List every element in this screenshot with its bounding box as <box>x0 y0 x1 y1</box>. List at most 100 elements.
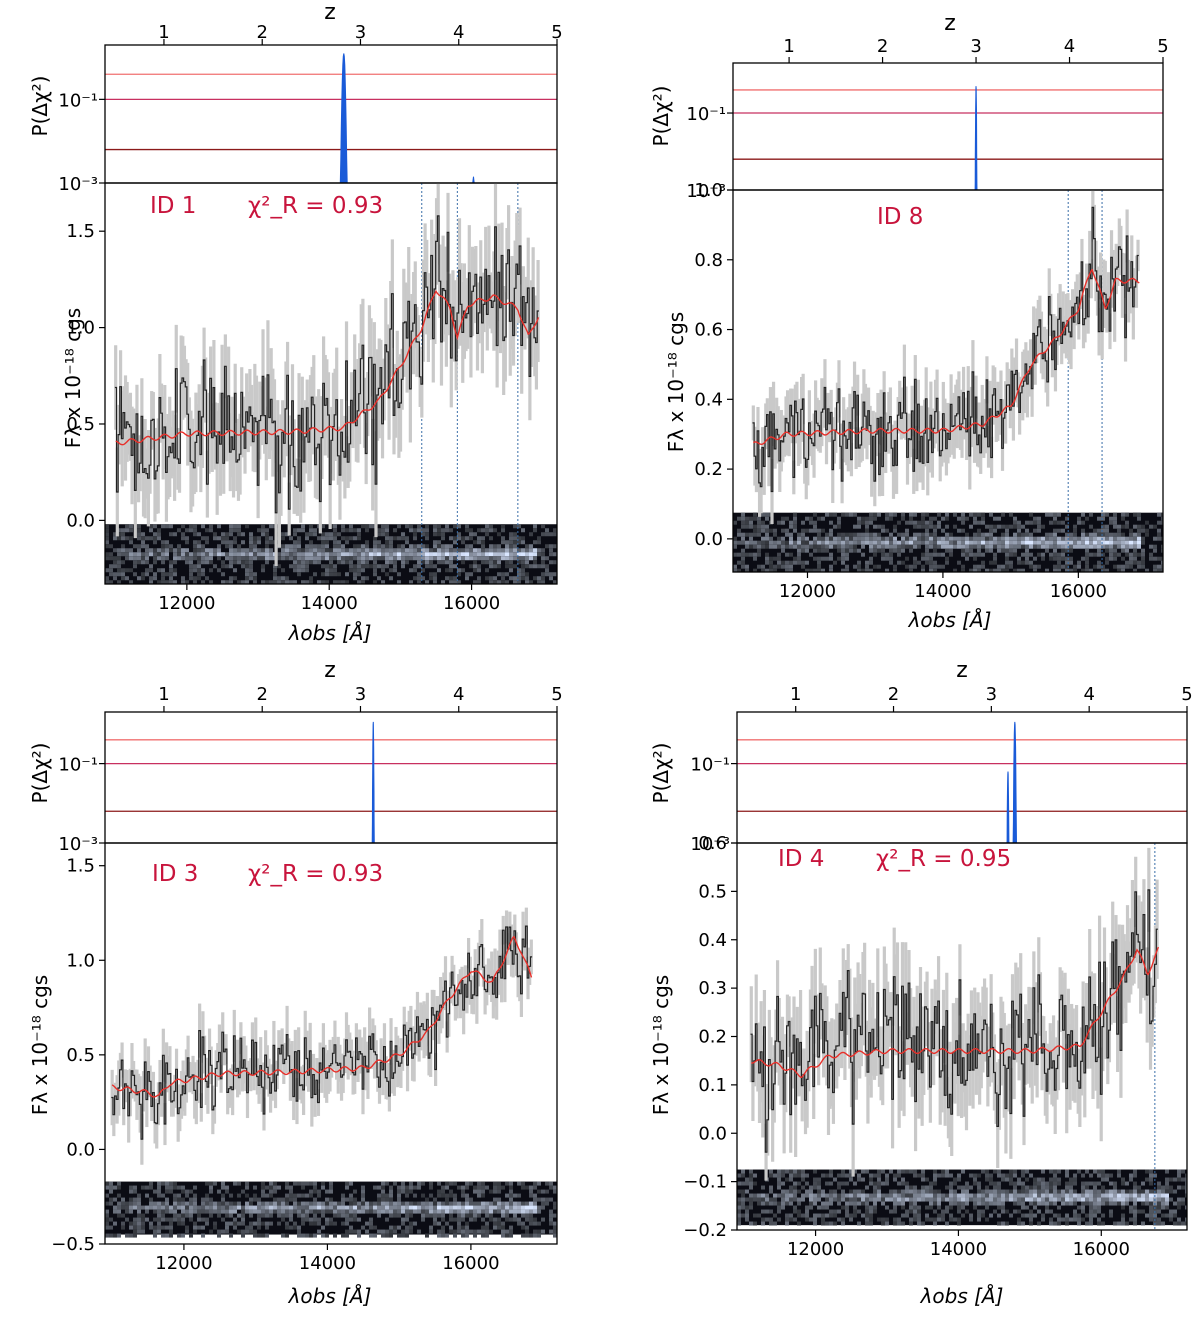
image-pixel <box>885 1218 889 1222</box>
image-pixel <box>149 564 153 568</box>
image-pixel <box>1041 1194 1045 1198</box>
p-axis-label: P(Δχ²) <box>28 743 52 804</box>
image-pixel <box>933 545 937 549</box>
image-pixel <box>545 568 549 572</box>
image-pixel <box>1181 1186 1185 1190</box>
image-pixel <box>317 1218 321 1222</box>
image-pixel <box>781 545 785 549</box>
image-pixel <box>549 576 553 580</box>
image-pixel <box>345 552 349 556</box>
image-pixel <box>905 541 909 545</box>
image-pixel <box>893 1194 897 1198</box>
image-pixel <box>417 1210 421 1214</box>
image-pixel <box>177 1202 181 1206</box>
image-pixel <box>1077 1198 1081 1202</box>
image-pixel <box>509 1186 513 1190</box>
image-pixel <box>817 561 821 565</box>
image-pixel <box>965 517 969 521</box>
image-pixel <box>1049 1194 1053 1198</box>
image-pixel <box>1097 1170 1101 1174</box>
image-pixel <box>465 1182 469 1186</box>
image-pixel <box>473 1202 477 1206</box>
image-pixel <box>817 517 821 521</box>
image-pixel <box>441 528 445 532</box>
image-pixel <box>861 537 865 541</box>
image-pixel <box>997 545 1001 549</box>
image-pixel <box>793 1218 797 1222</box>
image-pixel <box>261 556 265 560</box>
image-pixel <box>945 1194 949 1198</box>
image-pixel <box>297 1214 301 1218</box>
image-pixel <box>497 564 501 568</box>
image-pixel <box>301 548 305 552</box>
image-pixel <box>133 1226 137 1230</box>
image-pixel <box>421 1210 425 1214</box>
image-pixel <box>793 1194 797 1198</box>
image-pixel <box>921 1198 925 1202</box>
image-pixel <box>901 1202 905 1206</box>
image-pixel <box>217 1210 221 1214</box>
image-pixel <box>977 513 981 517</box>
image-pixel <box>441 536 445 540</box>
image-pixel <box>413 532 417 536</box>
image-pixel <box>137 1202 141 1206</box>
image-pixel <box>385 552 389 556</box>
image-pixel <box>1133 557 1137 561</box>
image-pixel <box>289 1190 293 1194</box>
image-pixel <box>509 1226 513 1230</box>
image-pixel <box>1113 521 1117 525</box>
image-pixel <box>1029 1214 1033 1218</box>
image-pixel <box>461 1186 465 1190</box>
image-pixel <box>1125 541 1129 545</box>
image-pixel <box>197 540 201 544</box>
image-pixel <box>961 521 965 525</box>
image-pixel <box>917 533 921 537</box>
image-pixel <box>845 1182 849 1186</box>
image-pixel <box>137 556 141 560</box>
image-pixel <box>201 1210 205 1214</box>
image-pixel <box>189 1210 193 1214</box>
x-tick-label: 16000 <box>443 593 500 614</box>
image-pixel <box>1137 533 1141 537</box>
image-pixel <box>1037 1178 1041 1182</box>
image-pixel <box>981 565 985 569</box>
image-pixel <box>1061 553 1065 557</box>
image-pixel <box>285 576 289 580</box>
image-pixel <box>345 1218 349 1222</box>
image-pixel <box>1013 1182 1017 1186</box>
image-pixel <box>1053 517 1057 521</box>
image-pixel <box>989 549 993 553</box>
image-pixel <box>445 560 449 564</box>
image-pixel <box>453 556 457 560</box>
image-pixel <box>305 568 309 572</box>
image-pixel <box>209 1186 213 1190</box>
image-pixel <box>1109 1202 1113 1206</box>
image-pixel <box>753 557 757 561</box>
image-pixel <box>161 560 165 564</box>
image-pixel <box>389 1186 393 1190</box>
image-pixel <box>537 552 541 556</box>
image-pixel <box>413 1206 417 1210</box>
image-pixel <box>221 1202 225 1206</box>
image-pixel <box>1057 561 1061 565</box>
z-tick-label: 3 <box>986 684 997 705</box>
image-pixel <box>841 1174 845 1178</box>
image-pixel <box>313 1234 317 1238</box>
image-pixel <box>889 1190 893 1194</box>
image-pixel <box>229 576 233 580</box>
image-pixel <box>301 1210 305 1214</box>
image-pixel <box>445 548 449 552</box>
image-pixel <box>1029 1198 1033 1202</box>
image-pixel <box>345 536 349 540</box>
image-pixel <box>281 548 285 552</box>
image-pixel <box>445 552 449 556</box>
image-pixel <box>1069 1218 1073 1222</box>
image-pixel <box>1125 521 1129 525</box>
image-pixel <box>345 556 349 560</box>
image-pixel <box>905 1170 909 1174</box>
image-pixel <box>301 564 305 568</box>
image-pixel <box>341 1234 345 1238</box>
image-pixel <box>293 548 297 552</box>
image-pixel <box>193 556 197 560</box>
